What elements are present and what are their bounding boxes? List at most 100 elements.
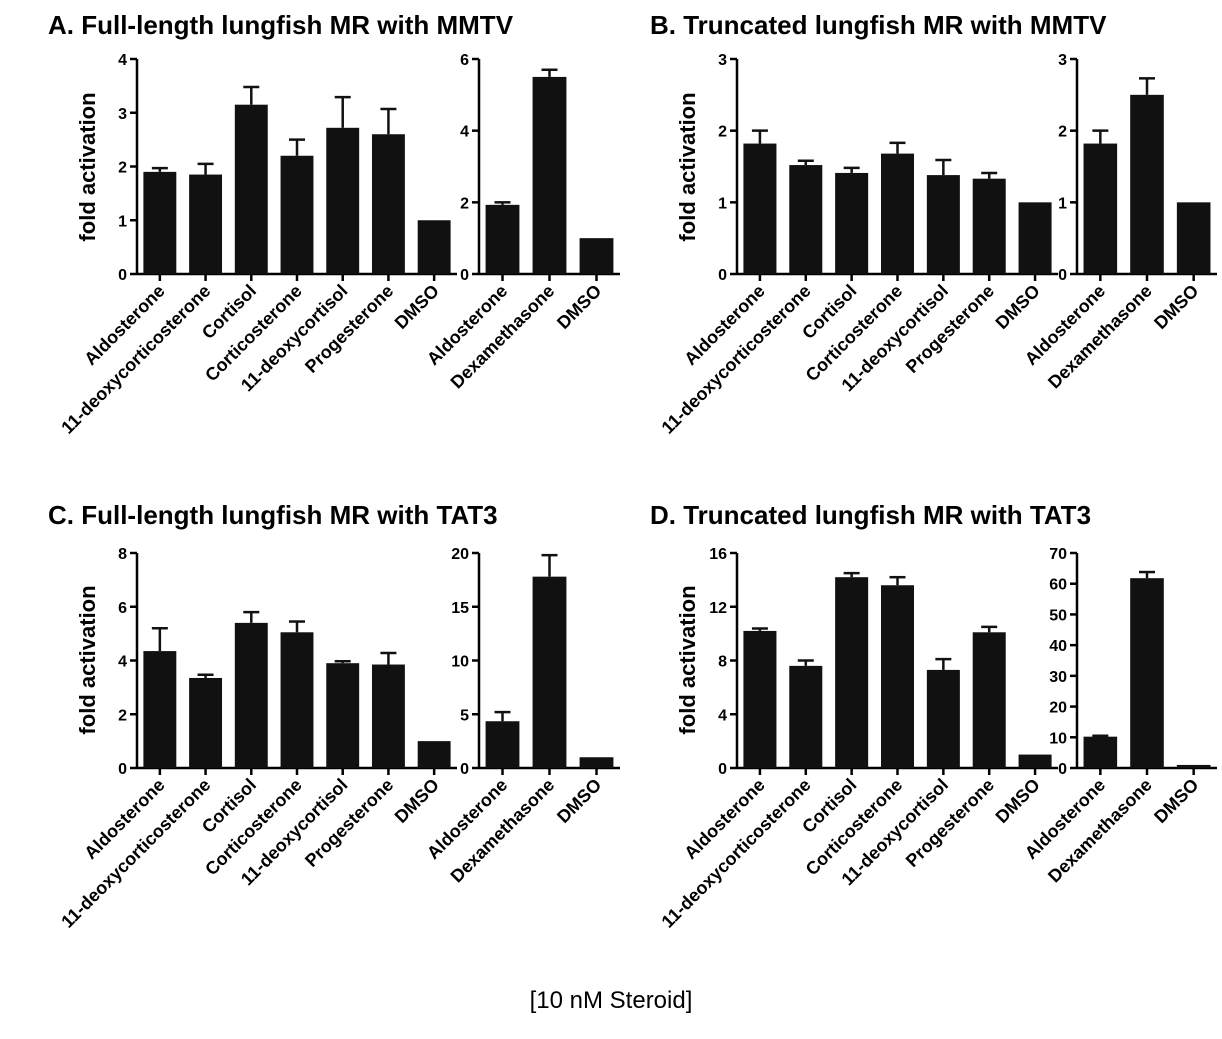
y-tick-label: 1 [718,195,727,212]
y-tick-label: 0 [118,267,127,284]
y-tick-label: 0 [718,267,727,284]
panel-a-y-axis-label: fold activation [75,92,100,241]
y-tick-label: 4 [718,707,727,724]
y-tick-label: 70 [1049,546,1067,563]
y-tick-label: 0 [118,761,127,778]
y-tick-label: 2 [118,160,127,177]
y-tick-label: 16 [709,546,727,563]
bar-corticosterone [880,153,915,274]
y-tick-label: 2 [118,707,127,724]
bar-aldosterone [485,204,520,274]
bar-dmso [579,757,614,768]
bar-progesterone [371,134,405,274]
y-tick-label: 20 [451,546,469,563]
bar-progesterone [972,632,1006,768]
panel-c: C. Full-length lungfish MR with TAT3 fold… [48,500,620,932]
bar-aldosterone [1083,736,1118,768]
bar-corticosterone [280,155,314,274]
bar-dmso [1018,202,1052,274]
x-tick-label-dmso: DMSO [553,775,605,827]
y-tick-label: 4 [118,654,127,671]
y-tick-label: 4 [118,52,127,69]
bar-cortisol [835,172,869,274]
bar-dmso [1176,202,1211,274]
bar-aldosterone [485,721,520,768]
bar-11-deoxycortisol [326,127,360,274]
figure-footer-label: [10 nM Steroid] [530,987,693,1014]
y-tick-label: 15 [451,600,469,617]
panel-b-y-axis-label: fold activation [675,92,700,241]
y-tick-label: 0 [1058,267,1067,284]
x-tick-label-dmso: DMSO [391,775,443,827]
y-tick-label: 4 [460,124,469,141]
bar-dmso [417,741,451,768]
bar-dmso [417,220,451,274]
y-tick-label: 20 [1049,700,1067,717]
bar-progesterone [972,178,1006,274]
bar-dmso [1176,764,1211,768]
y-tick-label: 0 [718,761,727,778]
bar-dmso [579,238,614,274]
panel-d-y-axis-label: fold activation [675,585,700,734]
panel-d-subplot-2: 010203040506070AldosteroneDexamethasoneD… [1021,546,1217,886]
y-tick-label: 10 [1049,730,1067,747]
panel-c-subplot-1: 02468Aldosterone11-deoxycorticosteroneCo… [57,546,457,932]
x-tick-label-dmso: DMSO [992,281,1044,333]
bar-dexamethasone [532,576,567,768]
bar-aldosterone [143,171,177,274]
y-tick-label: 40 [1049,638,1067,655]
panel-b-subplot-1: 0123Aldosterone11-deoxycorticosteroneCor… [658,52,1058,438]
panel-b: B. Truncated lungfish MR with MMTV fold a… [650,10,1217,438]
bar-corticosterone [280,632,314,768]
panel-b-title: B. Truncated lungfish MR with MMTV [650,10,1107,40]
y-tick-label: 8 [718,654,727,671]
bar-aldosterone [143,651,177,768]
y-tick-label: 6 [118,600,127,617]
panel-a-title: A. Full-length lungfish MR with MMTV [48,10,514,40]
y-tick-label: 30 [1049,669,1067,686]
y-tick-label: 60 [1049,577,1067,594]
panel-c-y-axis-label: fold activation [75,585,100,734]
bar-dexamethasone [532,76,567,275]
y-tick-label: 10 [451,654,469,671]
y-tick-label: 5 [460,707,469,724]
panel-d-title: D. Truncated lungfish MR with TAT3 [650,500,1091,530]
bar-11-deoxycortisol [926,669,960,768]
y-tick-label: 12 [709,600,727,617]
bar-aldosterone [1083,143,1118,274]
bar-11-deoxycorticosterone [189,174,223,274]
bar-cortisol [835,577,869,768]
y-tick-label: 6 [460,52,469,69]
y-tick-label: 0 [1058,761,1067,778]
y-tick-label: 1 [1058,195,1067,212]
x-tick-label-dmso: DMSO [1150,775,1202,827]
panel-a: A. Full-length lungfish MR with MMTV fold… [48,10,620,438]
panel-d-subplot-1: 0481216Aldosterone11-deoxycorticosterone… [658,546,1058,932]
y-tick-label: 3 [118,106,127,123]
bar-11-deoxycorticosterone [789,165,823,274]
bar-progesterone [371,664,405,768]
panel-d: D. Truncated lungfish MR with TAT3 fold a… [650,500,1217,932]
x-tick-label-dmso: DMSO [1150,281,1202,333]
bar-cortisol [234,622,268,768]
x-tick-label-dmso: DMSO [553,281,605,333]
bar-11-deoxycorticosterone [189,677,223,768]
bar-cortisol [234,104,268,274]
y-tick-label: 3 [718,52,727,69]
x-tick-label-dmso: DMSO [992,775,1044,827]
bar-aldosterone [743,630,777,768]
y-tick-label: 50 [1049,607,1067,624]
bar-11-deoxycorticosterone [789,665,823,768]
panel-a-subplot-1: 01234Aldosterone11-deoxycorticosteroneCo… [57,52,457,438]
bar-dexamethasone [1130,578,1164,768]
y-tick-label: 2 [460,195,469,212]
bar-11-deoxycortisol [326,663,360,768]
y-tick-label: 0 [460,267,469,284]
bar-dmso [1018,754,1052,768]
bar-dexamethasone [1130,94,1164,274]
y-tick-label: 8 [118,546,127,563]
y-tick-label: 0 [460,761,469,778]
